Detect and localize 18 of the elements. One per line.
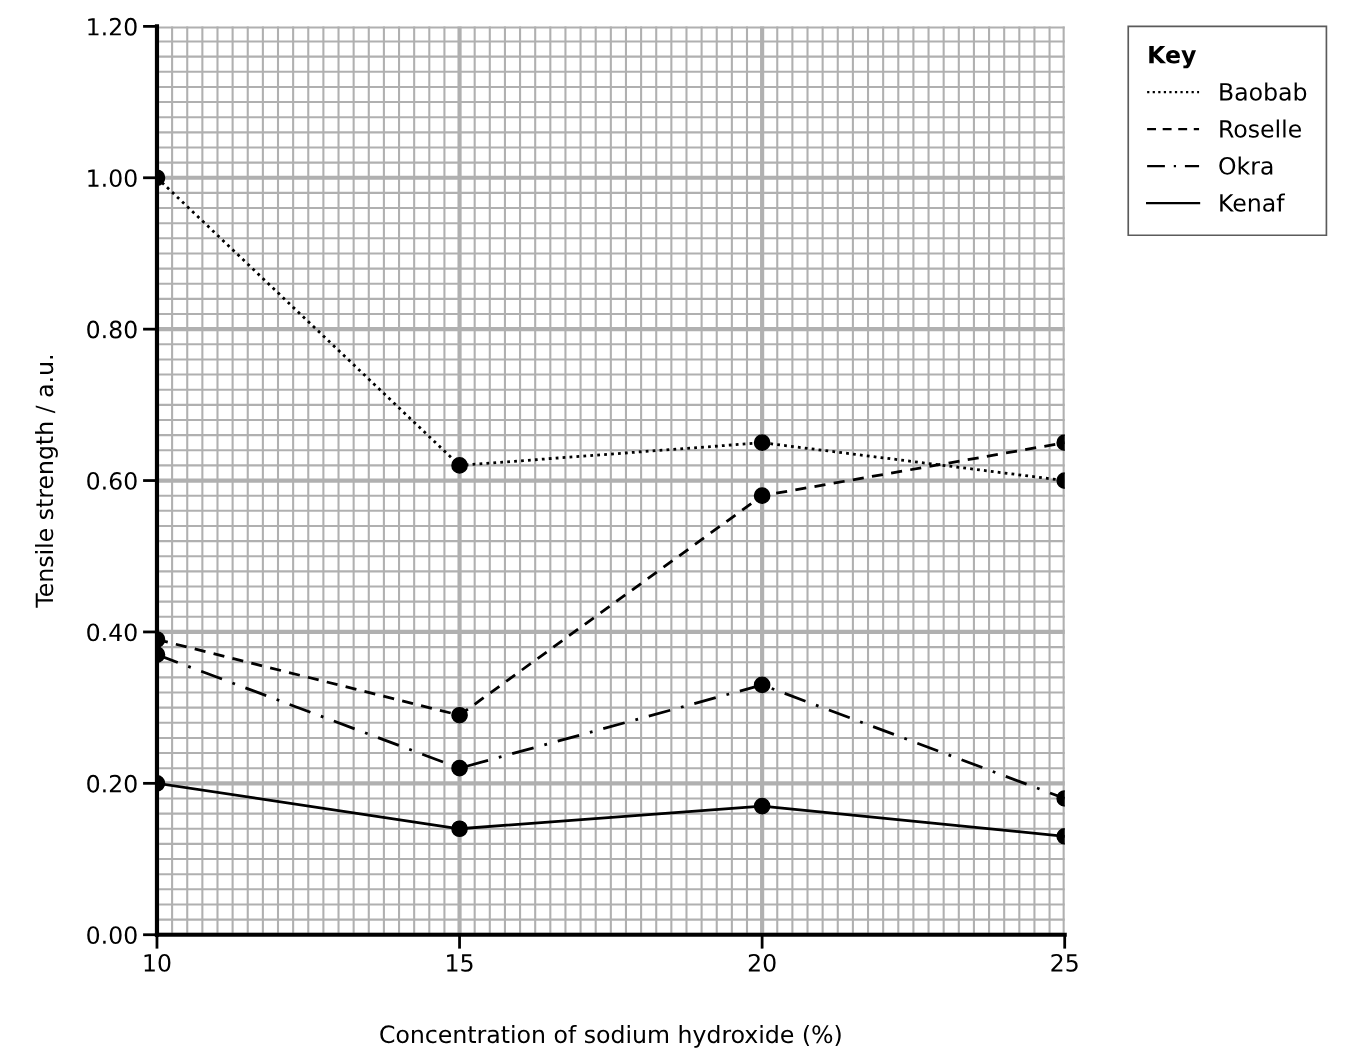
y-tick-label: 1.00 [88, 169, 137, 188]
legend-label: Kenaf [1220, 193, 1285, 212]
legend-label: Baobab [1220, 82, 1307, 101]
y-tick-label: 0.80 [87, 320, 137, 339]
x-tick-label: 25 [1051, 953, 1078, 972]
y-tick-label: 1.20 [88, 17, 137, 36]
y-axis-title: Tensile strength / a.u. [35, 355, 58, 608]
x-tick-label: 15 [447, 954, 473, 972]
x-axis-title: Concentration of sodium hydroxide (%) [380, 1024, 841, 1048]
y-tick-label: 0.60 [87, 472, 137, 490]
y-tick-label: 0.40 [87, 623, 137, 642]
y-tick-label: 0.20 [87, 774, 137, 793]
x-tick-label: 20 [748, 953, 776, 972]
legend-label: Okra [1219, 156, 1273, 175]
legend-label: Roselle [1220, 119, 1301, 138]
x-tick-label: 10 [144, 953, 171, 972]
y-tick-label: 0.00 [87, 926, 137, 945]
legend-title: Key [1149, 45, 1196, 69]
